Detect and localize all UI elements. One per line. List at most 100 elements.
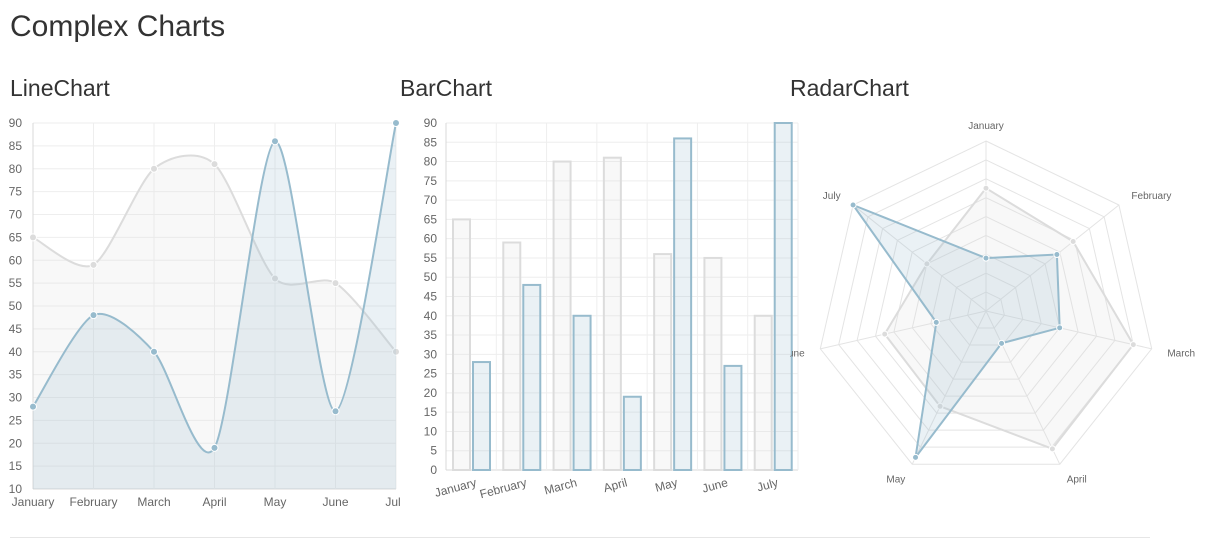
y-tick-label: 85 — [9, 139, 23, 153]
y-tick-label: 10 — [9, 482, 23, 496]
x-tick-label: February — [478, 475, 528, 501]
y-tick-label: 60 — [9, 253, 23, 267]
data-point — [912, 453, 920, 461]
bar — [452, 218, 471, 471]
y-tick-label: 30 — [424, 347, 438, 361]
y-tick-label: 20 — [424, 386, 438, 400]
y-tick-label: 35 — [424, 328, 438, 342]
y-tick-label: 55 — [424, 251, 438, 265]
radar-axis-label: February — [1131, 191, 1171, 202]
y-tick-label: 90 — [424, 116, 438, 130]
y-tick-label: 75 — [9, 185, 23, 199]
y-tick-label: 0 — [430, 463, 437, 477]
radar-axis-label: July — [823, 191, 841, 202]
radar-ring — [930, 253, 1042, 363]
data-point — [29, 233, 37, 242]
x-tick-label: January — [433, 475, 478, 500]
bar — [572, 314, 592, 471]
radar-spoke — [852, 204, 987, 312]
bar — [673, 137, 693, 472]
bar — [773, 122, 793, 471]
radar-spoke — [985, 204, 1120, 312]
data-point — [1056, 324, 1064, 332]
data-point — [881, 330, 889, 338]
y-tick-label: 55 — [9, 276, 23, 290]
x-tick-label: May — [654, 475, 680, 494]
y-tick-label: 30 — [9, 391, 23, 405]
radar-ring — [874, 197, 1098, 414]
radar-axis-label: June — [790, 348, 805, 359]
y-tick-label: 65 — [424, 212, 438, 226]
y-tick-label: 60 — [424, 232, 438, 246]
divider — [10, 537, 1150, 538]
radar-axis-label: May — [886, 475, 905, 486]
radar-spoke — [985, 310, 1152, 350]
radar-ring — [893, 216, 1079, 397]
radar-ring — [911, 234, 1061, 380]
y-tick-label: 15 — [424, 405, 438, 419]
radar-series — [883, 186, 1135, 450]
bar — [502, 241, 522, 471]
page-title: Complex Charts — [10, 10, 226, 43]
radar-ring — [838, 159, 1134, 448]
y-tick-label: 65 — [9, 230, 23, 244]
y-tick-label: 10 — [424, 424, 438, 438]
x-tick-label: June — [701, 475, 730, 495]
data-point — [210, 443, 219, 452]
data-point — [89, 311, 98, 320]
x-tick-label: February — [69, 495, 117, 509]
radar-spoke — [985, 310, 1061, 465]
y-tick-label: 15 — [9, 459, 23, 473]
y-tick-label: 80 — [424, 155, 438, 169]
bar — [753, 314, 773, 471]
x-tick-label: July — [755, 475, 779, 494]
radar-axis-label: January — [968, 121, 1004, 132]
data-point — [982, 184, 990, 192]
radar-ring — [819, 140, 1153, 465]
y-tick-label: 40 — [424, 309, 438, 323]
bar — [723, 364, 743, 471]
line-chart: 10 15 20 25 30 35 40 45 50 55 60 65 70 75 80 85 90 Januar… — [9, 116, 400, 509]
data-point — [29, 402, 37, 411]
y-tick-label: 70 — [424, 193, 438, 207]
y-tick-label: 45 — [424, 290, 438, 304]
data-point — [1129, 341, 1137, 349]
y-tick-label: 70 — [9, 208, 23, 222]
y-tick-label: 75 — [424, 174, 438, 188]
data-point — [923, 260, 931, 268]
radar-chart-title: RadarChart — [790, 75, 909, 101]
bar — [472, 361, 491, 471]
data-point — [271, 274, 279, 283]
bar — [622, 395, 642, 471]
radar-chart: January February March April May June July — [790, 121, 1195, 486]
bar-chart: 0 5 10 15 20 25 30 35 40 45 50 55 60 65 70 75 80 85 90 Janu… — [424, 116, 799, 501]
data-point — [150, 164, 158, 173]
bar — [602, 156, 622, 471]
data-point — [150, 347, 158, 356]
y-tick-label: 50 — [9, 299, 23, 313]
x-tick-label: May — [264, 495, 287, 509]
data-point — [210, 160, 219, 169]
radar-spoke — [820, 310, 987, 350]
data-point — [1053, 250, 1061, 258]
y-tick-label: 90 — [9, 116, 23, 130]
y-tick-label: 20 — [9, 436, 23, 450]
y-tick-label: 85 — [424, 135, 438, 149]
data-point — [89, 260, 98, 269]
x-tick-label: April — [202, 495, 226, 509]
y-tick-label: 40 — [9, 345, 23, 359]
y-tick-label: 25 — [9, 413, 23, 427]
y-tick-label: 5 — [430, 444, 437, 458]
bar — [653, 253, 673, 471]
data-point — [982, 254, 990, 262]
y-tick-label: 35 — [9, 368, 23, 382]
line-chart-title: LineChart — [10, 75, 110, 101]
y-tick-label: 80 — [9, 162, 23, 176]
series-area — [33, 123, 396, 489]
data-point — [271, 137, 279, 146]
data-point — [849, 201, 857, 209]
x-tick-label: March — [543, 475, 579, 497]
radar-axis-label: March — [1167, 348, 1195, 359]
radar-spoke — [911, 310, 987, 465]
x-tick-label: June — [322, 495, 348, 509]
